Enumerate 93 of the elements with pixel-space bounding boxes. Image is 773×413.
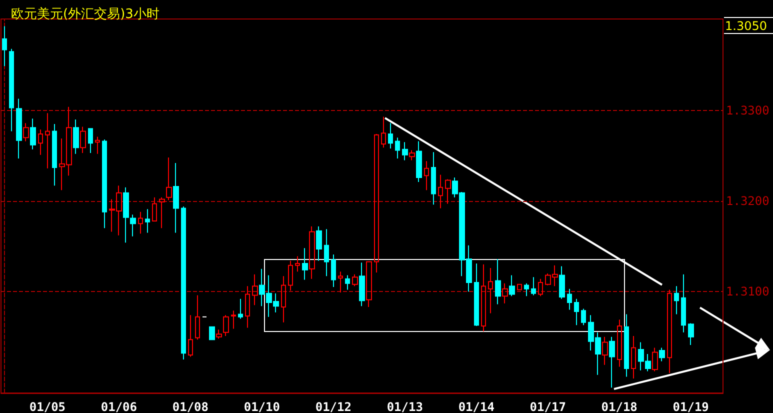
- candlestick: [2, 26, 7, 67]
- x-tick-label: 01/06: [100, 400, 138, 413]
- x-tick-label: 01/10: [244, 400, 280, 413]
- candlestick: [216, 329, 222, 340]
- candlestick: [674, 286, 679, 315]
- candlestick: [374, 134, 379, 274]
- candlestick: [73, 119, 79, 154]
- candlestick: [538, 278, 543, 297]
- candlestick: [252, 274, 258, 306]
- candlestick: [438, 174, 443, 209]
- x-tick-label: 01/19: [672, 400, 709, 413]
- candlestick: [302, 248, 308, 280]
- candlestick: [602, 336, 608, 366]
- candlestick: [245, 286, 250, 328]
- candlestick: [188, 314, 193, 358]
- candlestick: [288, 260, 293, 292]
- candlestick: [338, 271, 343, 293]
- candlestick: [495, 258, 501, 305]
- candlestick: [559, 266, 565, 300]
- candlestick: [195, 294, 200, 340]
- candlestick: [502, 282, 508, 304]
- candlestick: [102, 138, 107, 229]
- candlestick: [331, 254, 336, 288]
- candlestick: [80, 126, 86, 154]
- candlestick: [517, 284, 522, 290]
- x-tick-label: 01/18: [601, 400, 638, 413]
- candlestick: [23, 122, 29, 142]
- candlestick: [409, 150, 415, 161]
- x-tick-label: 01/13: [386, 400, 423, 413]
- candlestick: [381, 116, 386, 148]
- candlestick: [424, 160, 429, 191]
- candlestick: [16, 98, 22, 159]
- candlestick: [445, 178, 451, 204]
- candlestick: [624, 314, 629, 378]
- candlestick: [152, 196, 157, 222]
- x-tick-label: 01/08: [172, 400, 208, 413]
- candlestick: [431, 152, 436, 206]
- candlestick: [138, 211, 143, 234]
- candlestick: [231, 310, 236, 330]
- candlestick: [95, 136, 100, 154]
- candlestick: [402, 142, 408, 161]
- candlestick: [688, 322, 694, 346]
- candlestick: [509, 274, 515, 297]
- x-tick-label: 01/12: [315, 400, 352, 413]
- candlestick: [324, 228, 329, 277]
- candlestick: [488, 268, 493, 314]
- candlestick: [281, 276, 286, 323]
- candlestick: [38, 128, 43, 156]
- y-tick-label: 1.3100: [726, 284, 770, 299]
- x-tick-label: 01/05: [29, 400, 66, 413]
- candlestick: [359, 262, 365, 307]
- candlestick: [524, 282, 529, 297]
- candlestick: [581, 308, 586, 326]
- x-tick-label: 01/14: [458, 400, 494, 413]
- candlestick: [316, 226, 322, 262]
- candlestick: [617, 319, 622, 368]
- candlestick: [352, 274, 358, 287]
- candlestick: [567, 288, 572, 310]
- candlestick: [631, 335, 636, 380]
- chart-title: 欧元美元(外汇交易)3小时: [11, 6, 160, 22]
- candlestick: [223, 314, 229, 336]
- y-tick-label: 1.3300: [726, 103, 770, 118]
- candlestick: [209, 326, 215, 340]
- candlestick: [681, 274, 686, 333]
- candlestick: [145, 208, 150, 234]
- candlestick: [295, 256, 300, 272]
- candlestick: [474, 263, 479, 326]
- candlestick: [9, 48, 14, 132]
- x-tick-label: 01/17: [530, 400, 566, 413]
- candlestick: [574, 298, 579, 326]
- candlestick: [609, 336, 615, 388]
- candlestick: [481, 264, 486, 332]
- candlestick: [181, 206, 186, 360]
- candlestick: [52, 124, 57, 186]
- candlestick: [667, 289, 672, 374]
- candlestick: [166, 157, 172, 201]
- candlestick: [45, 112, 50, 169]
- candlestick: [416, 140, 422, 182]
- candlestick: [159, 196, 165, 229]
- candlestick: [345, 274, 350, 290]
- candlestick: [30, 118, 36, 150]
- candlestick: [238, 298, 243, 320]
- candlestick: [388, 122, 393, 149]
- candlestick: [659, 347, 665, 362]
- candlestick: [652, 347, 658, 372]
- candlestick: [395, 137, 400, 159]
- candlestick: [531, 276, 536, 296]
- candlestick: [309, 226, 315, 280]
- y-tick-label: 1.3200: [726, 194, 770, 208]
- candlestick: [366, 261, 372, 308]
- candlestick: [173, 162, 179, 234]
- candlestick: [88, 128, 93, 154]
- text: 1.3050: [725, 19, 768, 33]
